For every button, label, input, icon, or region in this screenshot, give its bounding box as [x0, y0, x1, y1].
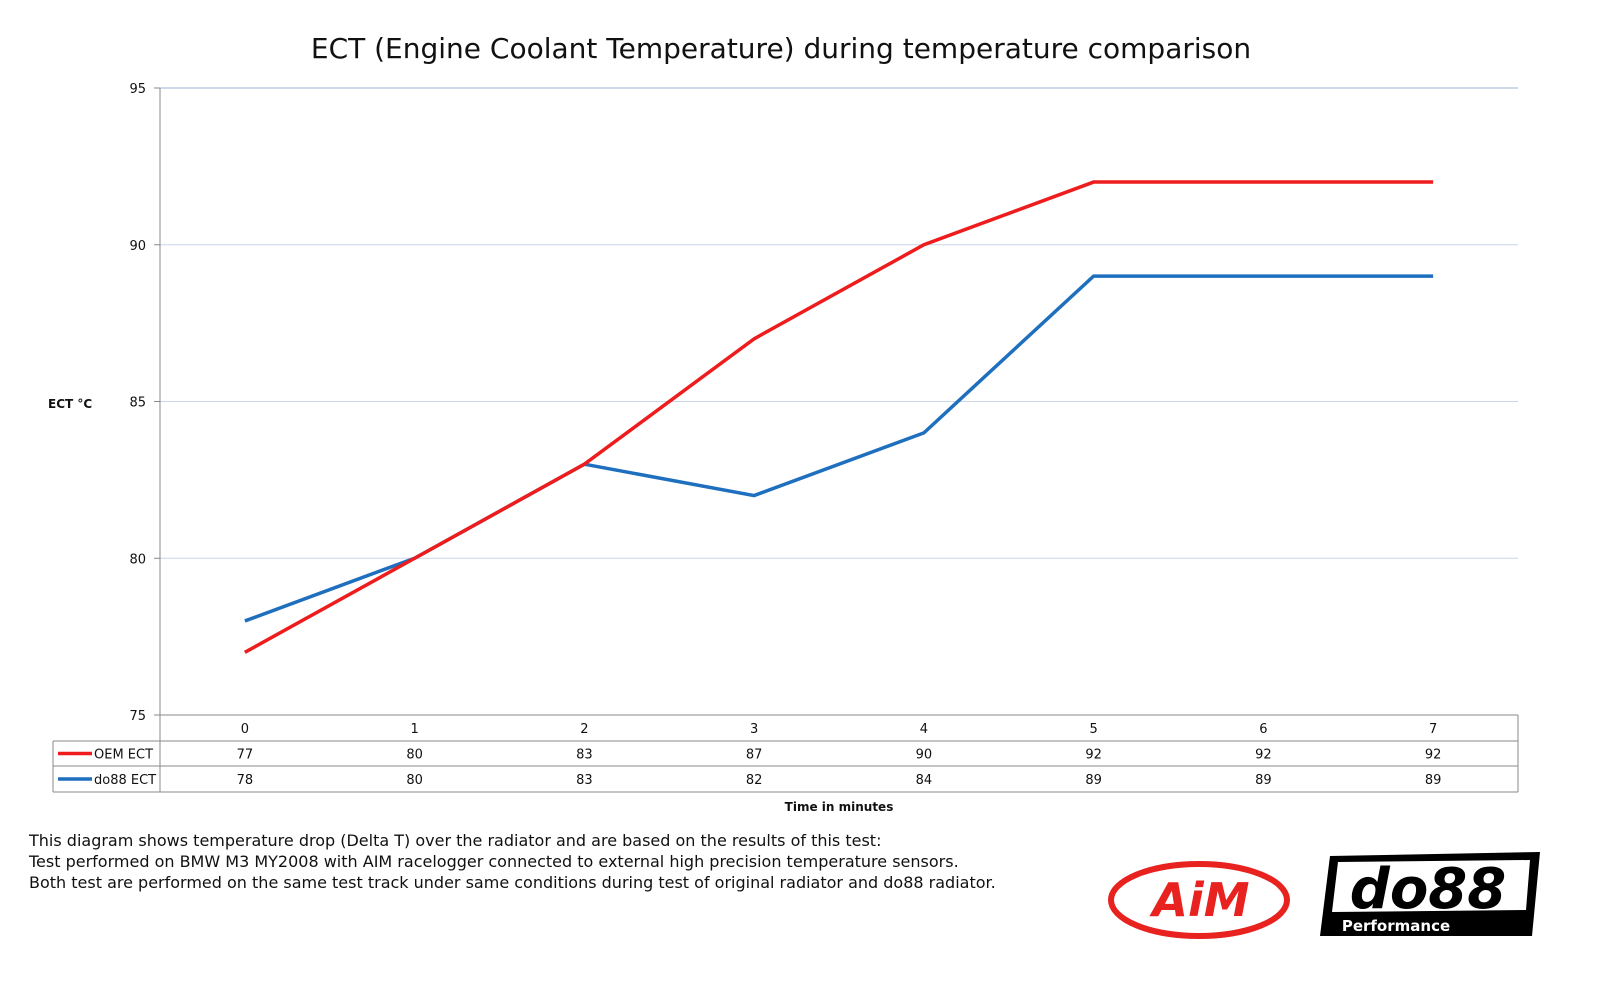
- x-axis-label: Time in minutes: [785, 800, 894, 814]
- svg-text:AiM: AiM: [1149, 873, 1249, 927]
- table-cell: 92: [1255, 748, 1272, 763]
- legend-label: do88 ECT: [94, 773, 156, 788]
- table-cell: 89: [1085, 773, 1102, 788]
- x-tick-label: 2: [580, 722, 588, 737]
- x-tick-label: 4: [920, 722, 928, 737]
- y-tick-label: 95: [129, 82, 146, 97]
- y-axis-label: ECT °C: [48, 397, 92, 411]
- series-line-do88-ect: [244, 274, 1434, 623]
- x-tick-label: 7: [1429, 722, 1437, 737]
- table-cell: 92: [1085, 748, 1102, 763]
- table-cell: 92: [1425, 748, 1442, 763]
- svg-text:do88: do88: [1350, 857, 1507, 922]
- table-cell: 89: [1255, 773, 1272, 788]
- table-cell: 78: [237, 773, 254, 788]
- y-tick-label: 85: [129, 396, 146, 411]
- y-tick-label: 80: [129, 552, 146, 567]
- x-tick-label: 3: [750, 722, 758, 737]
- svg-text:Performance: Performance: [1342, 917, 1450, 935]
- x-tick-label: 5: [1089, 722, 1097, 737]
- x-tick-label: 0: [241, 722, 249, 737]
- table-cell: 84: [916, 773, 933, 788]
- y-tick-label: 75: [129, 709, 146, 724]
- legend-label: OEM ECT: [94, 748, 153, 763]
- table-cell: 77: [237, 748, 254, 763]
- table-cell: 89: [1425, 773, 1442, 788]
- table-cell: 80: [406, 773, 423, 788]
- table-cell: 80: [406, 748, 423, 763]
- caption-line: This diagram shows temperature drop (Del…: [29, 831, 882, 850]
- chart-title: ECT (Engine Coolant Temperature) during …: [310, 32, 1252, 65]
- table-cell: 90: [916, 748, 933, 763]
- x-tick-label: 1: [410, 722, 418, 737]
- caption-line: Both test are performed on the same test…: [29, 873, 996, 892]
- series-line-oem-ect: [244, 180, 1434, 654]
- caption-line: Test performed on BMW M3 MY2008 with AIM…: [29, 852, 959, 871]
- table-cell: 83: [576, 748, 593, 763]
- table-cell: 87: [746, 748, 763, 763]
- caption: This diagram shows temperature drop (Del…: [29, 830, 996, 893]
- table-cell: 83: [576, 773, 593, 788]
- table-cell: 82: [746, 773, 763, 788]
- x-tick-label: 6: [1259, 722, 1267, 737]
- do88-logo: do88 Performance: [1320, 852, 1540, 936]
- y-tick-label: 90: [129, 239, 146, 254]
- aim-logo: AiM: [1108, 861, 1290, 939]
